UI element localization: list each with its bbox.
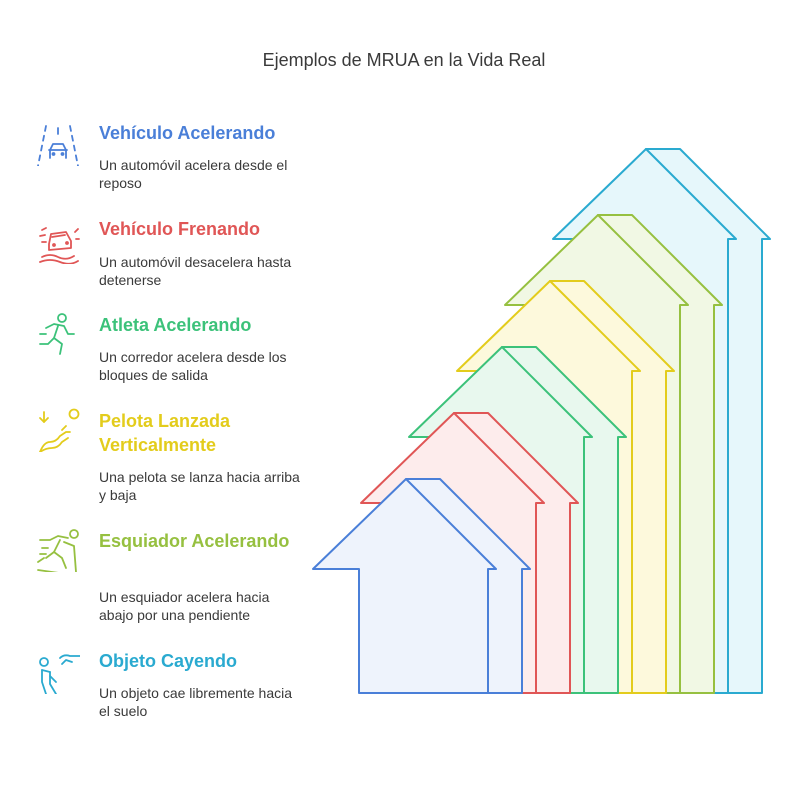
item-athlete-accelerating: Atleta Acelerando Un corredor acelera de… (36, 312, 306, 388)
skier-icon (37, 529, 79, 572)
item-heading: Vehículo Frenando (99, 219, 261, 239)
item-description: Un corredor acelera desde los bloques de… (99, 349, 287, 383)
item-heading: Objeto Cayendo (99, 651, 238, 671)
arrow-front-face (312, 478, 497, 694)
car-road-icon (37, 125, 79, 166)
item-description: Una pelota se lanza hacia arriba y baja (99, 469, 300, 503)
item-heading: Pelota Lanzada Verticalmente (99, 411, 231, 455)
ball-throw-icon (39, 408, 80, 452)
item-ball-thrown: Pelota Lanzada Verticalmente Una pelota … (36, 408, 306, 508)
item-description: Un automóvil desacelera hasta detenerse (99, 254, 292, 288)
item-description: Un objeto cae libremente hacia el suelo (99, 685, 293, 719)
item-description: Un automóvil acelera desde el reposo (99, 157, 288, 191)
item-vehicle-accelerating: Vehículo Acelerando Un automóvil acelera… (36, 120, 306, 196)
item-heading: Vehículo Acelerando (99, 123, 276, 143)
item-heading: Atleta Acelerando (99, 315, 252, 335)
runner-icon (39, 313, 75, 355)
car-braking-icon (39, 227, 80, 264)
diagram-title: Ejemplos de MRUA en la Vida Real (262, 50, 546, 70)
item-description: Un esquiador acelera hacia abajo por una… (99, 589, 270, 623)
falling-person-icon (39, 654, 80, 694)
arrow-vehicle-accelerating (312, 478, 531, 694)
item-skier-accelerating: Esquiador Acelerando Un esquiador aceler… (36, 528, 306, 628)
item-heading: Esquiador Acelerando (99, 531, 290, 551)
item-vehicle-braking: Vehículo Frenando Un automóvil desaceler… (36, 216, 306, 292)
item-object-falling: Objeto Cayendo Un objeto cae libremente … (36, 648, 306, 724)
